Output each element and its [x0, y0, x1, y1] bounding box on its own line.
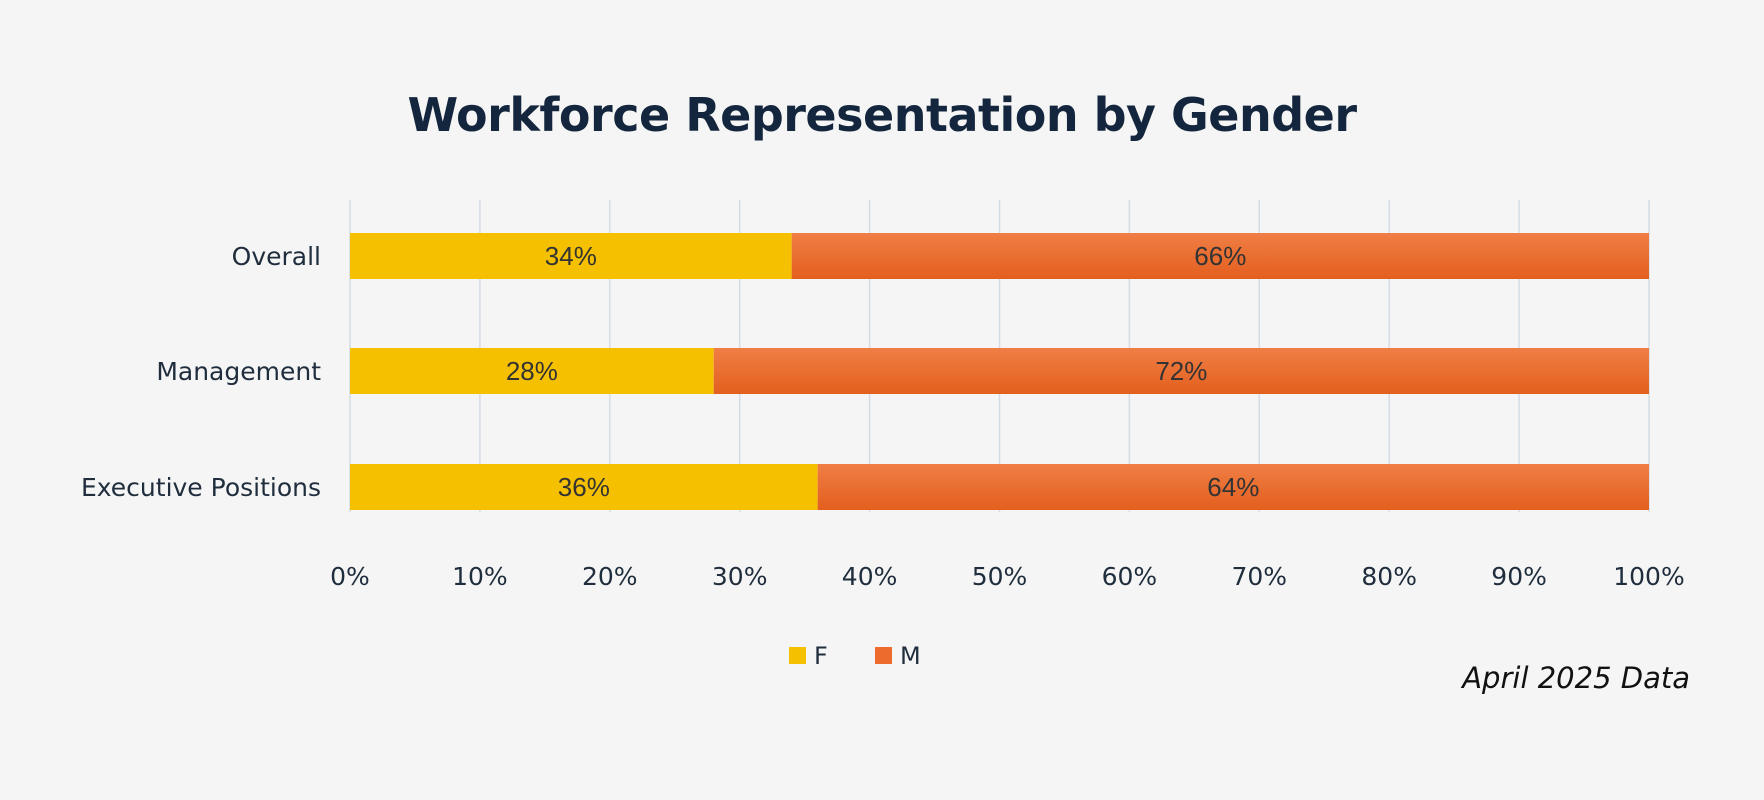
bar-m-management	[713, 348, 1649, 394]
category-label-executive-positions: Executive Positions	[81, 473, 321, 502]
data-label-f-management: 28%	[506, 356, 558, 386]
x-tick-label-70: 70%	[1232, 562, 1288, 591]
legend-label-f: F	[814, 642, 828, 670]
x-tick-label-40: 40%	[842, 562, 898, 591]
data-label-m-management: 72%	[1155, 356, 1207, 386]
x-tick-label-10: 10%	[452, 562, 508, 591]
data-label-f-overall: 34%	[545, 241, 597, 271]
bar-m-executive-positions	[817, 464, 1649, 510]
bar-m-overall	[791, 233, 1649, 279]
bar-f-management	[350, 348, 714, 394]
data-label-m-overall: 66%	[1194, 241, 1246, 271]
source-note: April 2025 Data	[1462, 661, 1690, 695]
category-label-overall: Overall	[232, 242, 321, 271]
data-label-f-executive-positions: 36%	[558, 472, 610, 502]
x-tick-label-30: 30%	[712, 562, 768, 591]
x-tick-label-20: 20%	[582, 562, 638, 591]
x-tick-label-100: 100%	[1613, 562, 1684, 591]
x-tick-label-80: 80%	[1361, 562, 1417, 591]
legend-label-m: M	[900, 642, 921, 670]
bars	[350, 233, 1649, 510]
chart-title: Workforce Representation by Gender	[407, 88, 1357, 142]
x-tick-label-0: 0%	[330, 562, 370, 591]
x-tick-label-50: 50%	[972, 562, 1028, 591]
data-label-m-executive-positions: 64%	[1207, 472, 1259, 502]
bar-f-executive-positions	[350, 464, 818, 510]
labels: 0% 10% 20% 30% 40% 50% 60% 70% 80% 90% 100% Overall…	[81, 241, 1685, 591]
category-label-management: Management	[156, 357, 321, 386]
x-tick-label-60: 60%	[1102, 562, 1158, 591]
legend-swatch-f	[789, 647, 806, 664]
legend-swatch-m	[875, 647, 892, 664]
x-tick-label-90: 90%	[1491, 562, 1547, 591]
bar-f-overall	[350, 233, 792, 279]
